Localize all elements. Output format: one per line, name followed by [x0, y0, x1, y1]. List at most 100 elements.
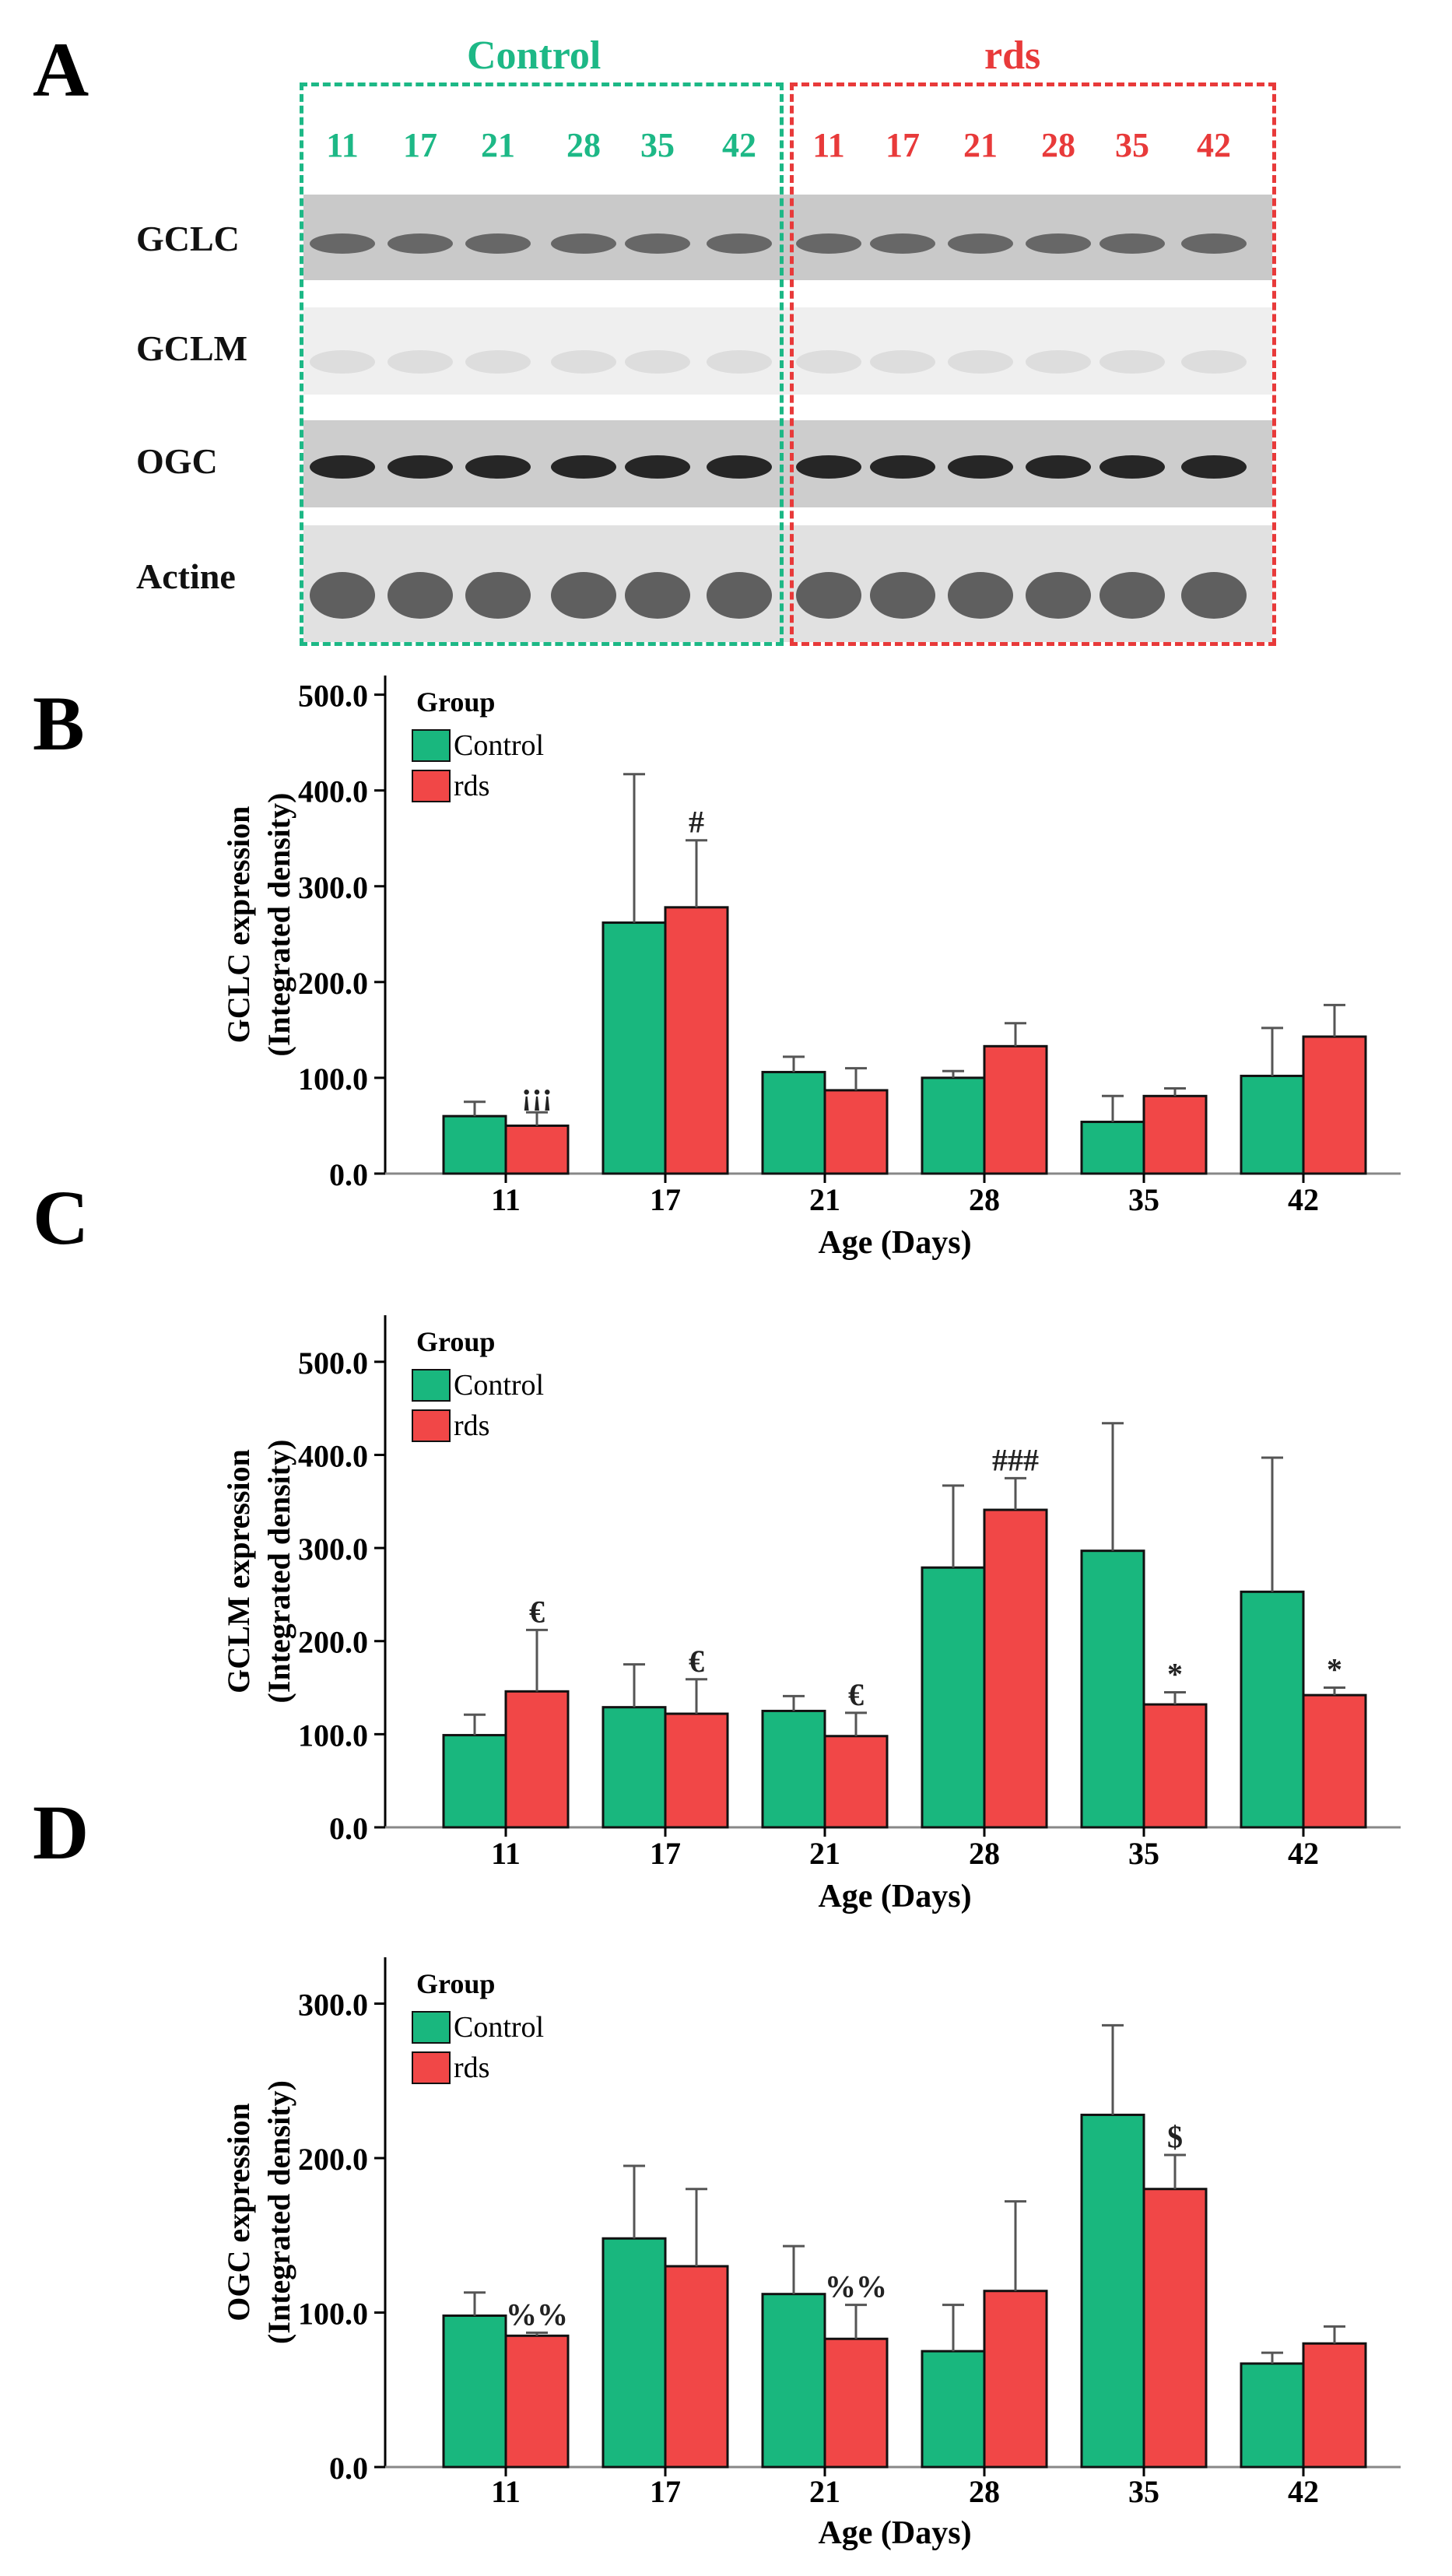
- bar-rds-28: [983, 1508, 1048, 1829]
- legend-label-rds: rds: [454, 2051, 489, 2084]
- band-gclm: [1181, 350, 1247, 374]
- panel-letter-a: A: [33, 26, 89, 113]
- y-axis-label: GCLC expression: [221, 806, 256, 1044]
- x-tick-label: 42: [1288, 1182, 1319, 1217]
- significance-marker: €: [848, 1677, 864, 1712]
- legend-swatch-control: [412, 1369, 451, 1402]
- band-gclc: [1026, 233, 1091, 254]
- bar-control-28: [921, 2350, 986, 2469]
- legend-title: Group: [416, 1326, 495, 1357]
- x-tick-label: 28: [969, 1182, 1000, 1217]
- lane-label-control-11: 11: [326, 126, 359, 164]
- band-actine: [796, 572, 861, 619]
- bar-rds-28: [983, 1044, 1048, 1175]
- legend-label-rds: rds: [454, 770, 489, 802]
- bar-control-11: [442, 1114, 507, 1175]
- bar-control-35: [1080, 1121, 1145, 1175]
- band-gclc: [707, 233, 772, 254]
- bar-rds-17: [664, 2265, 729, 2469]
- band-gclc: [625, 233, 690, 254]
- band-ogc: [388, 455, 453, 479]
- significance-marker: $: [1167, 2119, 1183, 2154]
- x-tick-label: 35: [1128, 2474, 1159, 2509]
- band-gclc: [870, 233, 935, 254]
- y-tick-label: 300.0: [298, 1988, 368, 2023]
- group-title-control: Control: [467, 33, 601, 78]
- band-gclc: [310, 233, 375, 254]
- bar-control-21: [761, 1709, 826, 1829]
- lane-label-control-35: 35: [640, 126, 675, 164]
- x-tick-label: 21: [809, 1836, 840, 1871]
- band-gclm: [870, 350, 935, 374]
- x-tick-label: 28: [969, 1836, 1000, 1871]
- x-tick-label: 11: [491, 1182, 521, 1217]
- y-axis-label: (Integrated density): [261, 793, 296, 1057]
- band-actine: [1026, 572, 1091, 619]
- bar-control-42: [1240, 1074, 1305, 1175]
- band-actine: [310, 572, 375, 619]
- lane-label-control-28: 28: [566, 126, 601, 164]
- bar-control-35: [1080, 2113, 1145, 2469]
- band-ogc: [707, 455, 772, 479]
- band-ogc: [1100, 455, 1165, 479]
- band-gclm: [388, 350, 453, 374]
- x-tick-label: 42: [1288, 2474, 1319, 2509]
- legend-label-rds: rds: [454, 1409, 489, 1442]
- lane-label-rds-28: 28: [1041, 126, 1075, 164]
- x-tick-label: 17: [650, 2474, 681, 2509]
- y-tick-label: 100.0: [298, 1062, 368, 1097]
- band-gclm: [707, 350, 772, 374]
- y-tick-label: 400.0: [298, 1438, 368, 1473]
- band-actine: [707, 572, 772, 619]
- bar-rds-21: [823, 1735, 889, 1829]
- legend-swatch-control: [412, 2011, 451, 2044]
- bar-control-28: [921, 1566, 986, 1829]
- y-axis-label: GCLM expression: [221, 1449, 256, 1693]
- significance-marker: ###: [992, 1442, 1039, 1477]
- band-gclc: [1100, 233, 1165, 254]
- lane-label-rds-11: 11: [812, 126, 845, 164]
- significance-marker: *: [1167, 1657, 1183, 1692]
- bar-rds-11: [504, 2334, 570, 2469]
- band-ogc: [948, 455, 1013, 479]
- significance-marker: *: [1327, 1652, 1342, 1687]
- bar-control-11: [442, 1734, 507, 1829]
- band-gclc: [388, 233, 453, 254]
- significance-marker: €: [689, 1644, 704, 1679]
- bar-rds-42: [1302, 2342, 1367, 2469]
- band-ogc: [870, 455, 935, 479]
- blot-label-gclc: GCLC: [136, 219, 240, 258]
- bar-control-35: [1080, 1549, 1145, 1829]
- band-gclc: [551, 233, 616, 254]
- bar-control-11: [442, 2314, 507, 2469]
- y-tick-label: 200.0: [298, 1625, 368, 1660]
- legend-title: Group: [416, 686, 495, 718]
- x-tick-label: 17: [650, 1182, 681, 1217]
- x-tick-label: 42: [1288, 1836, 1319, 1871]
- x-tick-label: 11: [491, 2474, 521, 2509]
- legend-label-control: Control: [454, 1369, 544, 1402]
- x-tick-label: 28: [969, 2474, 1000, 2509]
- legend-label-control: Control: [454, 729, 544, 762]
- y-tick-label: 200.0: [298, 2142, 368, 2177]
- x-axis-label: Age (Days): [818, 2515, 971, 2551]
- band-ogc: [310, 455, 375, 479]
- y-tick-label: 0.0: [329, 2451, 368, 2486]
- y-tick-label: 0.0: [329, 1811, 368, 1846]
- band-ogc: [625, 455, 690, 479]
- legend-label-control: Control: [454, 2011, 544, 2044]
- band-gclm: [948, 350, 1013, 374]
- legend-swatch-control: [412, 729, 451, 762]
- x-axis-label: Age (Days): [818, 1879, 971, 1914]
- band-actine: [388, 572, 453, 619]
- band-actine: [1181, 572, 1247, 619]
- bar-control-17: [601, 1706, 667, 1829]
- band-actine: [465, 572, 531, 619]
- band-actine: [870, 572, 935, 619]
- significance-marker: %%: [506, 2297, 568, 2332]
- panel-letter-d: D: [33, 1789, 89, 1876]
- legend-swatch-rds: [412, 1409, 451, 1442]
- lane-label-control-21: 21: [481, 126, 515, 164]
- band-actine: [948, 572, 1013, 619]
- bar-control-21: [761, 1071, 826, 1175]
